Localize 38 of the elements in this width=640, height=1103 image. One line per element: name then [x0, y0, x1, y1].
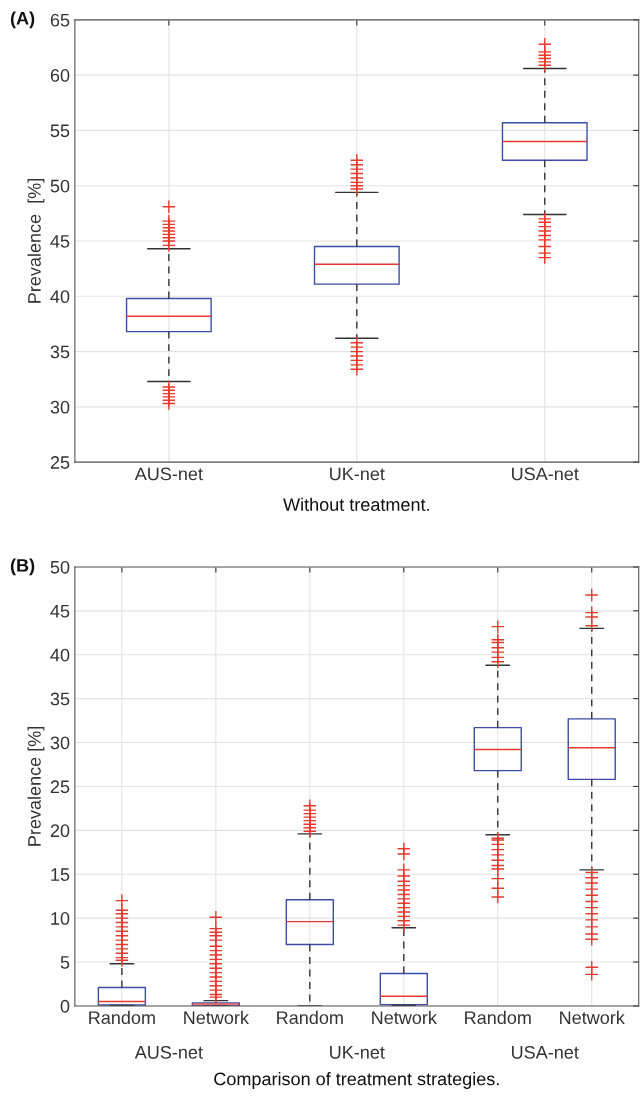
x-axis-title: Without treatment. [283, 497, 429, 511]
x-tick-label: USA-net [512, 467, 579, 481]
y-tick-label: 5 [60, 956, 70, 969]
x-axis-title: Comparison of treatment strategies. [214, 1072, 499, 1089]
x-tick-label: Network [184, 1010, 249, 1025]
y-axis-title: Prevalence [%] [27, 179, 45, 303]
chart-title: (A) [10, 11, 35, 29]
y-tick-label: 0 [60, 999, 70, 1013]
x-tick-label: Random [277, 1010, 343, 1025]
x-tick-label: Network [560, 1010, 625, 1025]
y-tick-label: 50 [50, 560, 70, 574]
y-tick-label: 65 [50, 13, 70, 27]
x-tick-label: Random [465, 1010, 531, 1025]
y-tick-label: 50 [50, 179, 70, 193]
y-axis-title: Prevalence [%] [27, 727, 45, 846]
y-tick-label: 30 [50, 736, 70, 750]
y-tick-label: 40 [50, 290, 70, 304]
x-tick-label: Network [372, 1010, 437, 1025]
x-tick-label: UK-net [330, 467, 385, 481]
y-tick-label: 40 [50, 648, 70, 662]
y-tick-label: 35 [50, 692, 70, 706]
y-tick-label: 45 [50, 604, 70, 618]
y-tick-label: 35 [50, 345, 70, 359]
chart-title: (B) [10, 558, 35, 576]
y-tick-label: 20 [50, 824, 70, 838]
y-tick-label: 60 [50, 69, 70, 82]
y-tick-label: 15 [51, 868, 70, 881]
y-tick-label: 55 [50, 124, 70, 138]
x-tick-label: Random [89, 1010, 155, 1025]
text: UK-net [330, 1046, 385, 1059]
y-tick-label: 25 [50, 456, 70, 469]
y-tick-label: 45 [50, 235, 70, 248]
y-tick-label: 25 [50, 780, 70, 794]
x-tick-label: AUS-net [134, 467, 203, 481]
text: USA-net [512, 1045, 579, 1059]
y-tick-label: 30 [50, 400, 70, 414]
y-tick-label: 10 [51, 912, 70, 925]
text: AUS-net [134, 1045, 203, 1059]
